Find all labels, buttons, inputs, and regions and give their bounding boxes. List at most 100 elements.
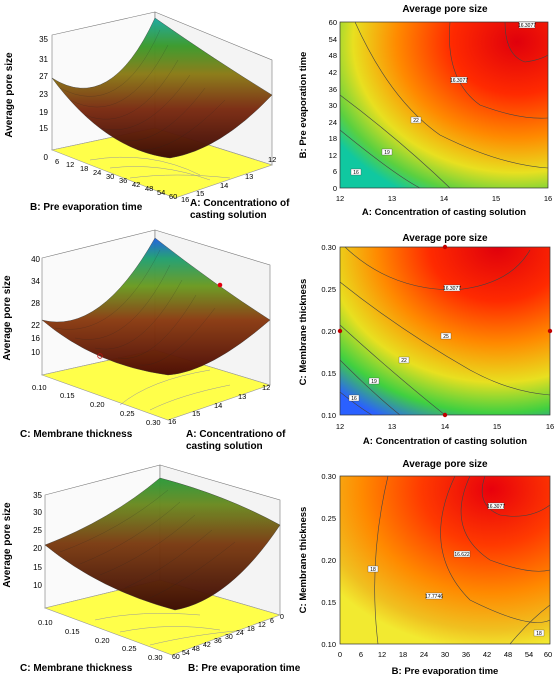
x-tick: 42	[483, 650, 491, 659]
x-axis-label: C: Membrane thickness	[20, 429, 133, 440]
y-tick: 16	[168, 417, 176, 426]
y-tick: 12	[329, 151, 337, 160]
surface-mesh	[59, 489, 236, 599]
x-tick: 54	[157, 188, 165, 197]
surface-plot-3: 35 30 25 20 15 10 Average pore size 0.10…	[2, 464, 301, 674]
design-point	[337, 328, 343, 334]
x-ticks: 12 13 14 15 16	[336, 194, 552, 203]
x-tick: 0.25	[122, 644, 137, 653]
y-tick: 0.10	[321, 640, 336, 649]
x-tick: 60	[169, 192, 177, 201]
contour-label: 19	[371, 379, 377, 385]
y-tick: 0.10	[321, 411, 336, 420]
contour-label: 16.3077	[450, 78, 468, 84]
y-tick: 12	[262, 383, 270, 392]
design-point	[442, 244, 448, 250]
x-tick: 18	[399, 650, 407, 659]
x-tick: 14	[441, 422, 449, 431]
x-tick: 48	[504, 650, 512, 659]
contour-labels: 16 19 22 16.3077 16.3077	[350, 21, 536, 176]
floor-contours	[89, 156, 231, 181]
x-ticks: 0 6 12 18 24 30 36 42 48 54 60	[338, 650, 552, 659]
contour-line	[504, 21, 549, 63]
z-axis-label: Average pore size	[2, 275, 13, 361]
x-tick-labels: 6 12 18 24 30 36 42 48 54 60	[55, 157, 177, 201]
x-tick: 0.30	[146, 418, 161, 427]
x-tick: 48	[145, 184, 153, 193]
contour-label: 16	[351, 396, 357, 402]
x-axis-label: A: Concentration of casting solution	[363, 436, 527, 447]
x-tick: 24	[420, 650, 428, 659]
x-tick: 0.25	[120, 409, 135, 418]
chart-title: Average pore size	[402, 4, 488, 15]
y-tick: 42	[329, 68, 337, 77]
y-axis-label-line1: A: Concentrationo of	[186, 429, 286, 440]
y-tick: 15	[192, 409, 200, 418]
floor-contours	[94, 613, 246, 646]
contour-label: 16.622	[454, 552, 470, 558]
z-tick: 35	[39, 35, 48, 44]
contour-line	[339, 94, 451, 189]
contour-line	[481, 475, 551, 517]
y-ticks: 60 54 48 42 36 30 24 18 12 6 0	[172, 614, 284, 661]
y-tick: 0	[280, 614, 284, 621]
design-point	[97, 353, 103, 359]
y-tick: 54	[329, 35, 337, 44]
x-tick: 18	[80, 164, 88, 173]
y-tick: 13	[245, 172, 253, 181]
y-tick: 0.20	[321, 327, 336, 336]
y-tick: 42	[203, 642, 211, 649]
floor-contours	[119, 369, 231, 411]
contour-line	[440, 475, 551, 623]
y-ticks: 16 15 14 13 12	[168, 383, 270, 426]
contour-line	[449, 21, 549, 119]
contour-plot-3: Average pore size 18 16.3077 17.7746 16.…	[298, 459, 552, 677]
x-tick: 0.10	[32, 383, 47, 392]
x-tick: 36	[119, 176, 127, 185]
y-tick: 0.25	[321, 514, 336, 523]
z-tick: 34	[31, 277, 40, 286]
x-axis-label: B: Pre evaporation time	[392, 666, 499, 677]
y-tick: 6	[270, 618, 274, 625]
y-tick: 12	[268, 155, 276, 164]
x-axis-label: C: Membrane thickness	[20, 663, 133, 674]
contour-line	[339, 391, 373, 416]
z-tick: 30	[33, 508, 42, 517]
x-tick: 24	[93, 168, 101, 177]
contour-field	[339, 21, 549, 189]
x-tick: 16	[544, 194, 552, 203]
x-axis-label: A: Concentration of casting solution	[362, 207, 526, 218]
z-tick: 28	[31, 299, 40, 308]
contour-label: 16.3077	[518, 23, 536, 29]
y-tick: 48	[329, 51, 337, 60]
z-tick: 0	[44, 153, 49, 162]
x-tick: 0.10	[38, 618, 53, 627]
y-tick: 18	[247, 626, 255, 633]
contour-label: 22	[413, 118, 419, 124]
y-tick: 36	[329, 85, 337, 94]
y-tick: 16	[181, 195, 189, 204]
x-tick: 54	[525, 650, 533, 659]
x-tick: 13	[388, 194, 396, 203]
x-tick: 12	[336, 422, 344, 431]
contour-line	[354, 21, 549, 169]
z-tick: 25	[33, 526, 42, 535]
surface-plot-2: 40 34 28 22 16 10 Average pore size 0.10…	[2, 229, 286, 452]
contour-label: 17.7746	[425, 594, 443, 600]
y-tick: 0.30	[321, 472, 336, 481]
y-tick: 36	[214, 638, 222, 645]
contour-label: 22	[401, 358, 407, 364]
y-tick: 14	[220, 181, 228, 190]
x-tick: 0.15	[60, 391, 75, 400]
contour-line	[509, 604, 551, 645]
design-point	[217, 282, 223, 288]
y-axis-label: B: Pre evaporation time	[298, 52, 309, 159]
x-tick: 6	[359, 650, 363, 659]
z-ticks: 35 30 25 20 15 10	[33, 491, 42, 590]
z-axis-label: Average pore size	[4, 52, 15, 138]
z-tick: 23	[39, 90, 48, 99]
x-tick: 36	[462, 650, 470, 659]
y-tick: 48	[192, 646, 200, 653]
y-ticks: 60 54 48 42 36 30 24 18 12 6 0	[329, 18, 337, 193]
chart-title: Average pore size	[402, 233, 488, 244]
